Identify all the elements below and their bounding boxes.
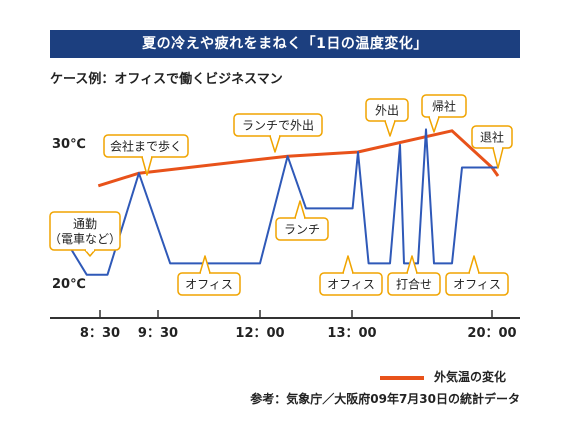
callout-pointer [428,116,440,133]
x-tick-label: 8：30 [80,326,120,341]
callout-pointer [269,135,281,153]
callout-label: ランチで外出 [242,119,314,133]
callout-pointer [199,255,211,274]
callout-label: 打合せ [396,277,432,292]
x-tick-label: 13：00 [327,326,376,341]
y-tick-label: 30℃ [52,137,86,152]
legend: 外気温の変化 [380,368,506,385]
callout-pointer [468,255,480,274]
x-tick-label: 12：00 [235,326,284,341]
callout-pointer [384,120,396,137]
callout-box [421,94,467,118]
callout-box [49,211,121,251]
callout-label: 通勤 [73,217,97,231]
callout-pointer [406,255,418,274]
callout-label: オフィス [185,278,233,292]
callout-box [471,125,513,149]
y-tick-label: 20℃ [52,277,86,292]
chart-title: 夏の冷えや疲れをまねく「1日の温度変化」 [142,36,428,52]
legend-swatch-outdoor [380,375,424,380]
callout-label: 退社 [480,130,504,145]
chart-title-banner: 夏の冷えや疲れをまねく「1日の温度変化」 [50,30,520,58]
chart-subtitle: ケース例：オフィスで働くビジネスマン [50,72,283,87]
x-tick-label: 20：00 [467,326,516,341]
callout-label: 外出 [375,104,399,118]
callout-pointer [342,255,354,274]
x-tick-label: 9：30 [138,326,178,341]
indoor-temperature-line [66,128,498,276]
callout-label: （電車など） [49,232,121,246]
callout-label: 帰社 [432,99,456,114]
callout-label: オフィス [327,278,375,292]
legend-label-outdoor: 外気温の変化 [434,370,507,384]
callout-label: オフィス [453,278,501,292]
callout-label: ランチ [284,223,320,237]
callout-label: 会社まで歩く [110,139,182,154]
source-note: 参考：気象庁／大阪府09年7月30日の統計データ [250,392,520,406]
callout-pointer [492,147,504,169]
